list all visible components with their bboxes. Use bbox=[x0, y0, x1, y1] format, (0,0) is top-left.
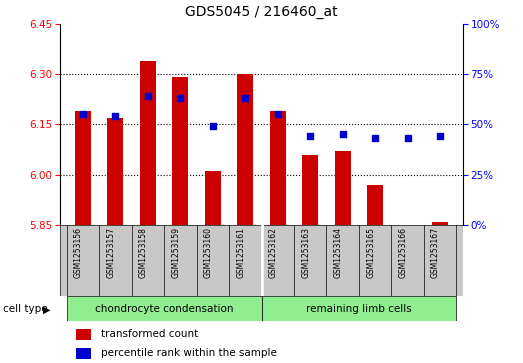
Text: cell type: cell type bbox=[3, 304, 47, 314]
Text: transformed count: transformed count bbox=[101, 329, 198, 339]
Point bbox=[436, 134, 445, 139]
Point bbox=[338, 131, 347, 137]
Bar bbox=[270, 111, 286, 225]
Text: remaining limb cells: remaining limb cells bbox=[306, 303, 412, 314]
Text: GSM1253163: GSM1253163 bbox=[301, 227, 310, 278]
Text: GSM1253166: GSM1253166 bbox=[399, 227, 407, 278]
Text: GSM1253165: GSM1253165 bbox=[366, 227, 375, 278]
Text: GSM1253161: GSM1253161 bbox=[236, 227, 245, 278]
Text: GSM1253162: GSM1253162 bbox=[269, 227, 278, 278]
Point bbox=[176, 95, 185, 101]
Bar bbox=[432, 222, 448, 225]
Text: GSM1253160: GSM1253160 bbox=[204, 227, 213, 278]
Text: GSM1253167: GSM1253167 bbox=[431, 227, 440, 278]
Point bbox=[371, 135, 379, 141]
Bar bbox=[335, 151, 351, 225]
Text: chondrocyte condensation: chondrocyte condensation bbox=[95, 303, 233, 314]
Bar bbox=[172, 77, 188, 225]
Point bbox=[209, 123, 217, 129]
Bar bbox=[367, 185, 383, 225]
Point bbox=[78, 111, 87, 117]
Text: GSM1253157: GSM1253157 bbox=[106, 227, 116, 278]
Point bbox=[144, 93, 152, 99]
Point bbox=[306, 134, 314, 139]
Bar bbox=[140, 61, 156, 225]
Bar bbox=[204, 171, 221, 225]
Text: GSM1253156: GSM1253156 bbox=[74, 227, 83, 278]
Bar bbox=[76, 348, 91, 359]
Point bbox=[111, 113, 120, 119]
Bar bbox=[75, 111, 91, 225]
Text: GSM1253159: GSM1253159 bbox=[172, 227, 180, 278]
Text: GSM1253164: GSM1253164 bbox=[334, 227, 343, 278]
Bar bbox=[302, 155, 319, 225]
Point bbox=[274, 111, 282, 117]
Bar bbox=[262, 296, 457, 321]
Text: GDS5045 / 216460_at: GDS5045 / 216460_at bbox=[185, 5, 338, 20]
Point bbox=[403, 135, 412, 141]
Bar bbox=[66, 296, 262, 321]
Text: ▶: ▶ bbox=[43, 304, 50, 314]
Text: GSM1253158: GSM1253158 bbox=[139, 227, 148, 278]
Point bbox=[241, 95, 249, 101]
Bar bbox=[107, 118, 123, 225]
Bar bbox=[76, 329, 91, 340]
Text: percentile rank within the sample: percentile rank within the sample bbox=[101, 348, 277, 358]
Bar bbox=[237, 74, 253, 225]
